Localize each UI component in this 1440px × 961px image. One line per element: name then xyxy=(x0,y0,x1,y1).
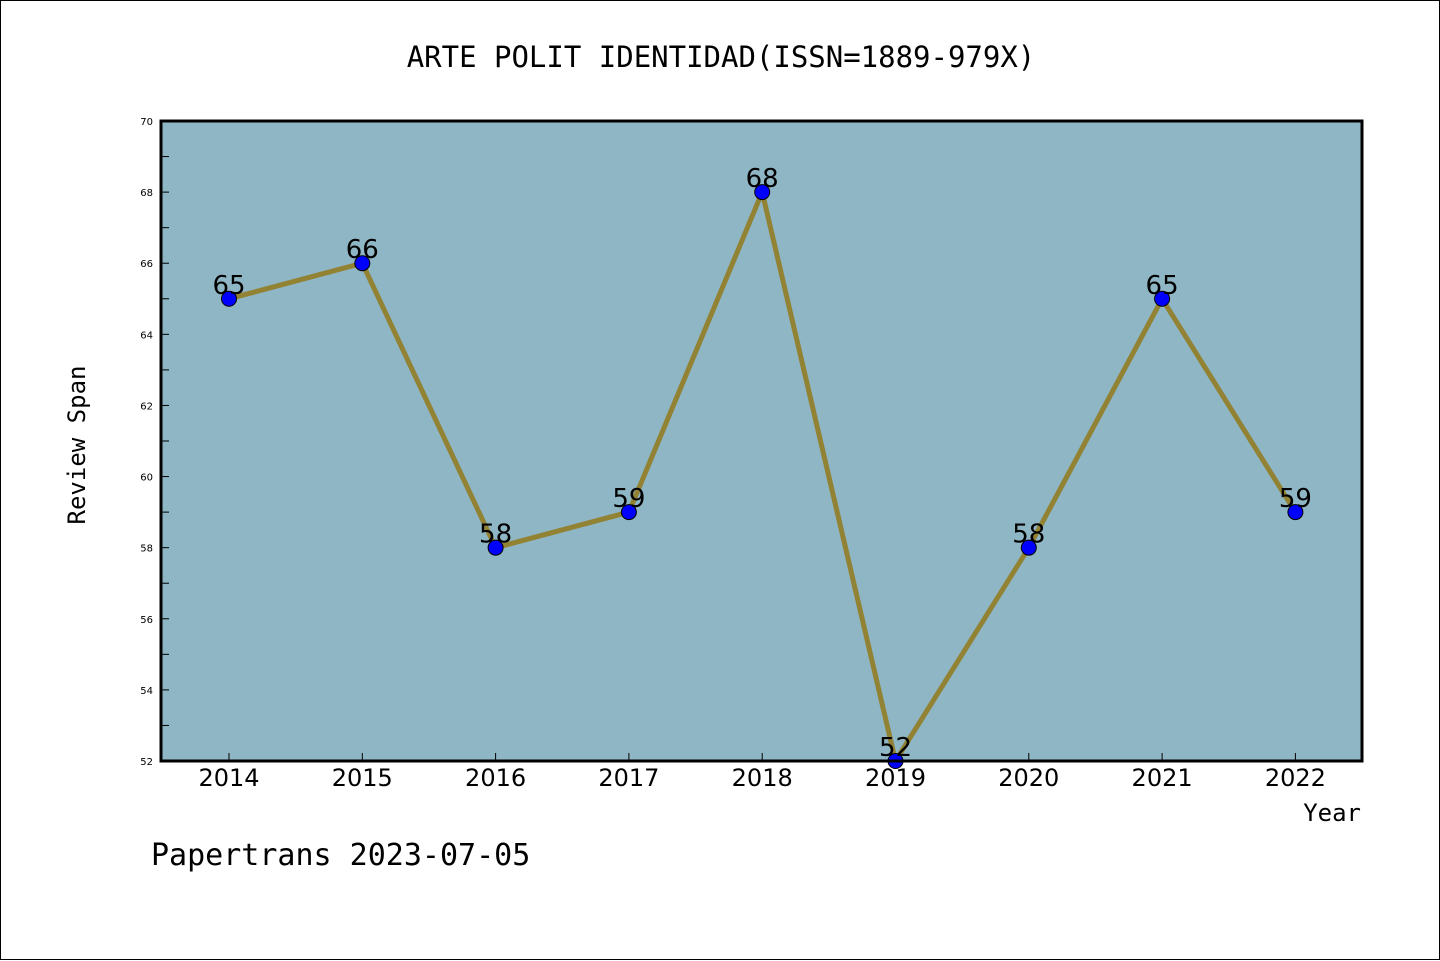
x-tick-label: 2014 xyxy=(198,764,259,792)
x-axis-label: Year xyxy=(1303,799,1361,827)
y-tick-label: 62 xyxy=(140,401,153,412)
data-value-label: 65 xyxy=(212,271,245,301)
x-tick-label: 2015 xyxy=(332,764,393,792)
y-axis-ticks: 52 54 56 58 60 62 64 66 68 70 xyxy=(140,117,169,768)
footer-stamp: Papertrans 2023-07-05 xyxy=(151,838,530,873)
y-tick-label: 54 xyxy=(140,686,153,697)
y-tick-label: 68 xyxy=(140,188,153,199)
data-value-label: 59 xyxy=(1279,484,1312,514)
data-value-label: 52 xyxy=(879,733,912,763)
x-tick-label: 2017 xyxy=(598,764,659,792)
y-tick-label: 60 xyxy=(140,473,153,484)
data-point-marker xyxy=(754,184,771,201)
y-tick-label: 56 xyxy=(140,615,153,626)
data-point-marker xyxy=(1287,504,1304,521)
data-value-label: 58 xyxy=(1012,520,1045,550)
data-value-label: 68 xyxy=(746,164,779,194)
y-tick-label: 66 xyxy=(140,259,153,270)
data-point-marker xyxy=(620,504,637,521)
y-tick-label: 64 xyxy=(140,330,153,341)
y-axis-label: Review Span xyxy=(63,366,91,525)
y-tick-label: 52 xyxy=(140,757,153,768)
data-point-marker xyxy=(487,539,504,556)
data-value-label: 66 xyxy=(346,235,379,265)
y-tick-label: 58 xyxy=(140,544,153,555)
data-value-label: 59 xyxy=(612,484,645,514)
y-tick-label: 70 xyxy=(140,117,153,128)
x-tick-label: 2020 xyxy=(998,764,1059,792)
plot-area xyxy=(161,121,1362,761)
x-axis-ticks: 2014 2015 2016 2017 2018 2019 2020 2021 2022 xyxy=(198,753,1326,792)
x-tick-label: 2018 xyxy=(732,764,793,792)
x-tick-label: 2021 xyxy=(1132,764,1193,792)
x-tick-label: 2016 xyxy=(465,764,526,792)
data-value-label: 58 xyxy=(479,520,512,550)
data-value-label: 65 xyxy=(1146,271,1179,301)
plot-border xyxy=(159,119,1364,763)
data-point-marker xyxy=(354,255,371,272)
data-point-marker xyxy=(1154,290,1171,307)
data-point-marker xyxy=(1020,539,1037,556)
data-point-marker xyxy=(221,290,237,307)
x-tick-label: 2022 xyxy=(1265,764,1326,792)
chart-title: ARTE POLIT IDENTIDAD(ISSN=1889-979X) xyxy=(407,40,1036,74)
data-labels: 65 66 58 59 68 52 58 65 59 xyxy=(212,164,1311,763)
